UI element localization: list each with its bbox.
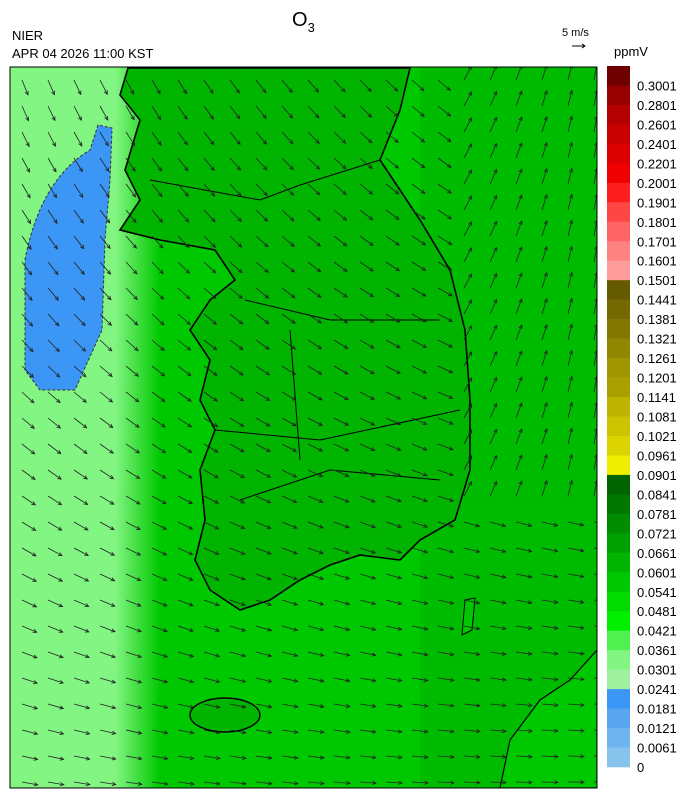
- wind-scale-label: 5 m/s: [562, 27, 589, 39]
- colorbar-label: 0.1441: [637, 293, 677, 308]
- title: O3: [292, 9, 315, 35]
- colorbar-box: [607, 339, 630, 359]
- colorbar-label: 0.2001: [637, 176, 677, 191]
- colorbar-label: 0.1201: [637, 371, 677, 386]
- colorbar: 0.3001 0.2801 0.2601 0.2401 0.2201 0.2001 0.19…: [607, 66, 677, 775]
- colorbar-label: 0: [637, 760, 644, 775]
- colorbar-label: 0.0841: [637, 487, 677, 502]
- colorbar-box: [607, 417, 630, 437]
- colorbar-label: 0.0721: [637, 526, 677, 541]
- colorbar-box: [607, 631, 630, 651]
- colorbar-label: 0.1501: [637, 273, 677, 288]
- colorbar-box: [607, 261, 630, 281]
- colorbar-box: [607, 650, 630, 670]
- colorbar-box: [607, 611, 630, 631]
- colorbar-label: 0.0541: [637, 585, 677, 600]
- colorbar-box: [607, 300, 630, 320]
- colorbar-label: 0.1021: [637, 429, 677, 444]
- colorbar-box: [607, 709, 630, 729]
- colorbar-label: 0.2801: [637, 98, 677, 113]
- colorbar-label: 0.0781: [637, 507, 677, 522]
- colorbar-label: 0.3001: [637, 78, 677, 93]
- jeju: [190, 698, 260, 732]
- colorbar-label: 0.1801: [637, 215, 677, 230]
- colorbar-label: 0.0361: [637, 643, 677, 658]
- colorbar-box: [607, 202, 630, 222]
- unit: ppmV: [614, 44, 648, 59]
- colorbar-box: [607, 436, 630, 456]
- wind-arrow-head: [606, 780, 610, 783]
- colorbar-box: [607, 124, 630, 144]
- colorbar-box: [607, 572, 630, 592]
- colorbar-label: 0.0181: [637, 702, 677, 717]
- colorbar-label: 0.2601: [637, 117, 677, 132]
- colorbar-box: [607, 66, 630, 86]
- colorbar-box: [607, 728, 630, 748]
- colorbar-label: 0.1701: [637, 234, 677, 249]
- colorbar-label: 0.0901: [637, 468, 677, 483]
- colorbar-label: 0.0661: [637, 546, 677, 561]
- colorbar-box: [607, 494, 630, 514]
- colorbar-label: 0.1081: [637, 410, 677, 425]
- colorbar-box: [607, 358, 630, 378]
- colorbar-box: [607, 144, 630, 164]
- colorbar-label: 0.0301: [637, 663, 677, 678]
- colorbar-label: 0.0121: [637, 721, 677, 736]
- colorbar-box: [607, 378, 630, 398]
- colorbar-label: 0.0241: [637, 682, 677, 697]
- wind-arrow: [568, 756, 584, 757]
- colorbar-label: 0.1321: [637, 332, 677, 347]
- colorbar-box: [607, 222, 630, 242]
- colorbar-box: [607, 280, 630, 300]
- colorbar-box: [607, 689, 630, 709]
- colorbar-box: [607, 163, 630, 183]
- colorbar-box: [607, 670, 630, 690]
- colorbar-label: 0.0601: [637, 565, 677, 580]
- colorbar-label: 0.2401: [637, 137, 677, 152]
- colorbar-label: 0.1601: [637, 254, 677, 269]
- colorbar-label: 0.2201: [637, 156, 677, 171]
- colorbar-box: [607, 748, 630, 768]
- colorbar-label: 0.0961: [637, 448, 677, 463]
- colorbar-box: [607, 241, 630, 261]
- colorbar-box: [607, 455, 630, 475]
- colorbar-box: [607, 319, 630, 339]
- colorbar-label: 0.1381: [637, 312, 677, 327]
- colorbar-label: 0.1141: [637, 390, 676, 405]
- colorbar-label: 0.0421: [637, 624, 677, 639]
- colorbar-box: [607, 533, 630, 553]
- colorbar-box: [607, 553, 630, 573]
- colorbar-label: 0.0481: [637, 604, 677, 619]
- agency: NIER: [12, 28, 43, 43]
- colorbar-label: 0.0061: [637, 741, 677, 756]
- colorbar-box: [607, 85, 630, 105]
- timestamp: APR 04 2026 11:00 KST: [12, 46, 153, 61]
- colorbar-box: [607, 105, 630, 125]
- colorbar-box: [607, 592, 630, 612]
- colorbar-box: [607, 183, 630, 203]
- colorbar-box: [607, 397, 630, 417]
- colorbar-box: [607, 514, 630, 534]
- colorbar-label: 0.1901: [637, 195, 677, 210]
- colorbar-label: 0.1261: [637, 351, 677, 366]
- colorbar-box: [607, 475, 630, 495]
- map: [10, 64, 610, 788]
